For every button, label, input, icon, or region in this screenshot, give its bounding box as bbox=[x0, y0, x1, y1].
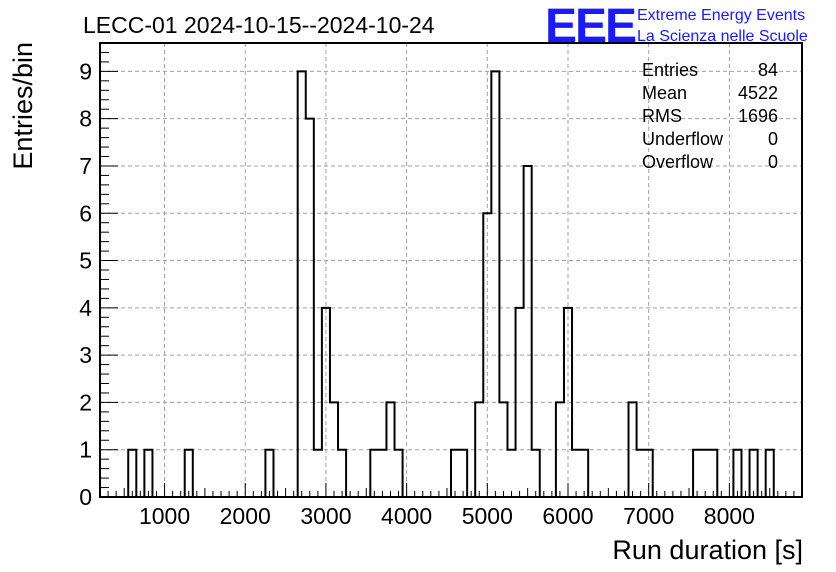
x-tick-labels: 1000 2000 3000 4000 5000 6000 7000 8000 bbox=[139, 503, 755, 529]
x-tick-label: 2000 bbox=[220, 503, 271, 529]
y-tick-label: 9 bbox=[79, 58, 92, 84]
stat-label: Entries bbox=[642, 60, 698, 80]
y-tick-labels: 0 1 2 3 4 5 6 7 8 9 bbox=[79, 58, 92, 510]
x-tick-label: 1000 bbox=[139, 503, 190, 529]
y-tick-label: 2 bbox=[79, 389, 92, 415]
x-axis-title: Run duration [s] bbox=[612, 535, 803, 565]
stat-label: RMS bbox=[642, 106, 682, 126]
y-tick-label: 3 bbox=[79, 342, 92, 368]
x-tick-label: 5000 bbox=[462, 503, 513, 529]
x-tick-label: 3000 bbox=[300, 503, 351, 529]
stat-value: 84 bbox=[758, 60, 778, 80]
y-tick-label: 8 bbox=[79, 106, 92, 132]
brand-line-1: Extreme Energy Events bbox=[637, 7, 805, 24]
eee-logo: EEE bbox=[545, 0, 636, 53]
stat-label: Underflow bbox=[642, 129, 724, 149]
x-tick-label: 6000 bbox=[542, 503, 593, 529]
y-tick-label: 5 bbox=[79, 248, 92, 274]
stat-value: 0 bbox=[768, 129, 778, 149]
stat-label: Mean bbox=[642, 83, 687, 103]
chart-title: LECC-01 2024-10-15--2024-10-24 bbox=[83, 12, 435, 38]
y-axis-title: Entries/bin bbox=[8, 42, 38, 170]
y-tick-label: 4 bbox=[79, 295, 92, 321]
brand-line-2: La Scienza nelle Scuole bbox=[637, 28, 808, 45]
stat-label: Overflow bbox=[642, 152, 714, 172]
stats-box: Entries 84 Mean 4522 RMS 1696 Underflow 0 Overfl… bbox=[642, 60, 778, 172]
stat-value: 1696 bbox=[738, 106, 778, 126]
y-tick-label: 1 bbox=[79, 437, 92, 463]
histogram-outline bbox=[127, 70, 775, 497]
y-tick-label: 6 bbox=[79, 200, 92, 226]
axis-ticks bbox=[100, 51, 795, 498]
x-tick-label: 4000 bbox=[381, 503, 432, 529]
y-tick-label: 7 bbox=[79, 153, 92, 179]
stat-value: 0 bbox=[768, 152, 778, 172]
stat-value: 4522 bbox=[738, 83, 778, 103]
grid-lines bbox=[100, 43, 802, 497]
plot-frame bbox=[99, 42, 803, 498]
x-tick-label: 7000 bbox=[623, 503, 674, 529]
x-tick-label: 8000 bbox=[704, 503, 755, 529]
y-tick-label: 0 bbox=[79, 484, 92, 510]
